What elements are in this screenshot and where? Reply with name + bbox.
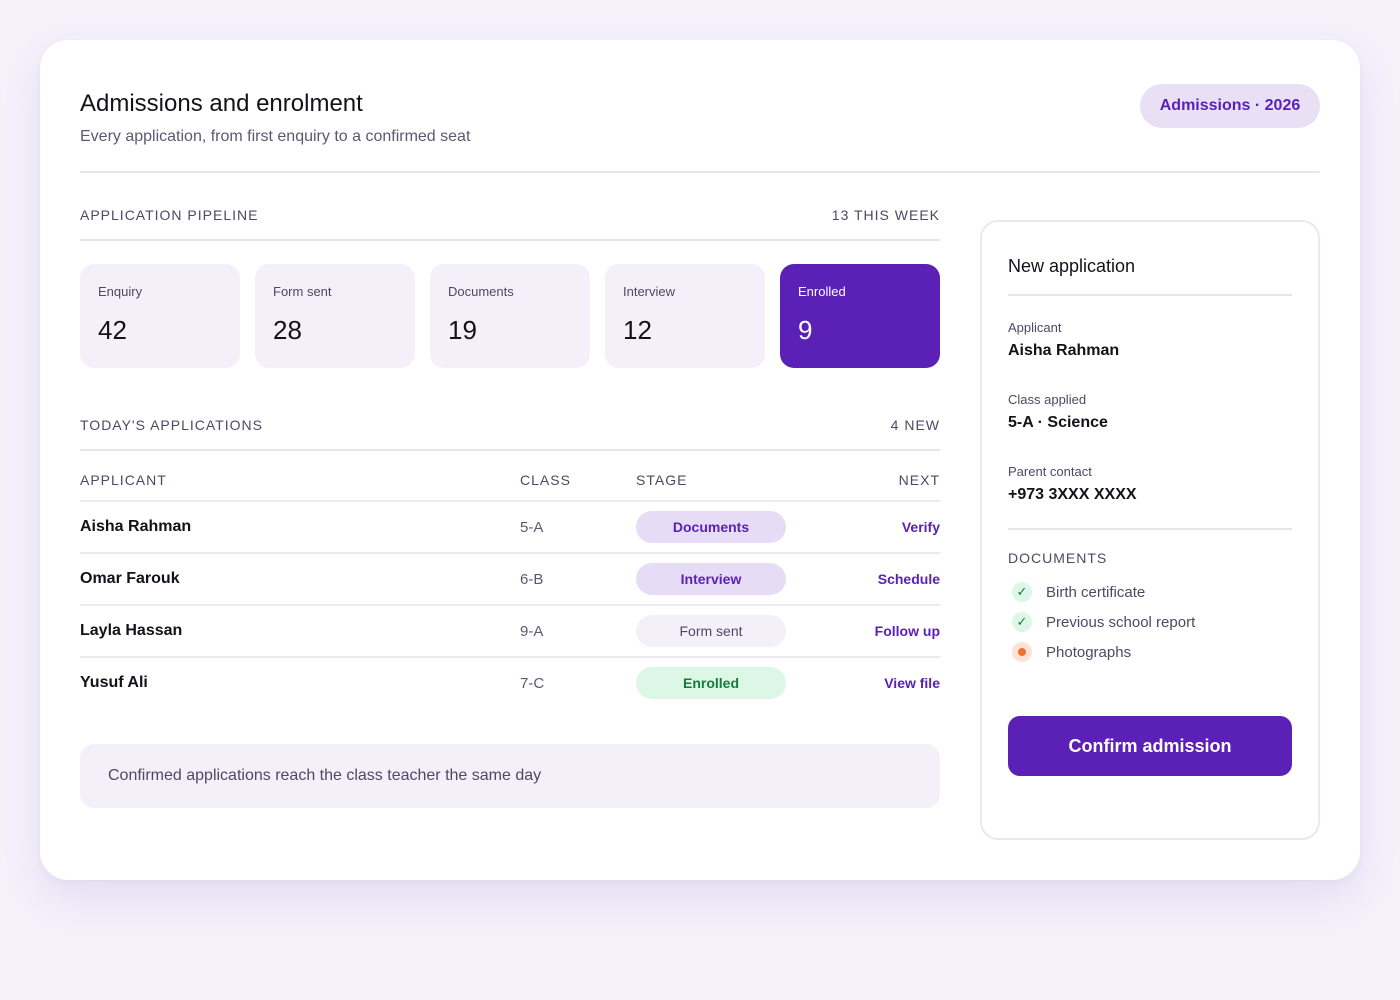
document-label: Birth certificate bbox=[1046, 583, 1146, 601]
stage-label: Form sent bbox=[273, 284, 332, 299]
today-header: TODAY'S APPLICATIONS 4 NEW bbox=[80, 415, 940, 435]
applicant-class: 6-B bbox=[520, 570, 544, 588]
next-action-link[interactable]: View file bbox=[884, 675, 940, 691]
column-header-applicant: APPLICANT bbox=[80, 472, 167, 488]
pending-dot-icon bbox=[1012, 642, 1032, 662]
stage-card-documents[interactable]: Documents 19 bbox=[430, 264, 590, 368]
stage-card-enrolled[interactable]: Enrolled 9 bbox=[780, 264, 940, 368]
next-action-link[interactable]: Schedule bbox=[877, 571, 940, 587]
stage-count: 19 bbox=[448, 315, 477, 345]
table-row[interactable]: Yusuf Ali 7-C Enrolled View file bbox=[80, 656, 940, 708]
pipeline-heading: APPLICATION PIPELINE bbox=[80, 207, 259, 223]
document-item: ✓ Previous school report bbox=[1012, 610, 1195, 634]
parent-contact-label: Parent contact bbox=[1008, 464, 1092, 479]
stage-label: Enrolled bbox=[798, 284, 846, 299]
stage-count: 42 bbox=[98, 315, 127, 345]
stage-pill: Interview bbox=[636, 563, 786, 595]
stage-label: Enquiry bbox=[98, 284, 143, 299]
stage-count: 28 bbox=[273, 315, 302, 345]
stage-cell: Enrolled bbox=[636, 658, 786, 708]
applicant-name: Yusuf Ali bbox=[80, 674, 148, 691]
table-row[interactable]: Layla Hassan 9-A Form sent Follow up bbox=[80, 604, 940, 656]
column-header-class: CLASS bbox=[520, 472, 571, 488]
parent-contact-value: +973 3XXX XXXX bbox=[1008, 486, 1137, 503]
applicant-name: Omar Farouk bbox=[80, 570, 180, 587]
stage-count: 9 bbox=[798, 315, 813, 345]
panel-title: New application bbox=[1008, 256, 1136, 276]
document-item: ✓ Birth certificate bbox=[1012, 580, 1145, 604]
pipeline-summary: 13 THIS WEEK bbox=[831, 207, 940, 223]
next-action-link[interactable]: Follow up bbox=[874, 623, 940, 639]
stage-pill: Enrolled bbox=[636, 667, 786, 699]
applications-table-header: APPLICANT CLASS STAGE NEXT bbox=[80, 472, 940, 502]
today-heading: TODAY'S APPLICATIONS bbox=[80, 417, 263, 433]
stage-card-enquiry[interactable]: Enquiry 42 bbox=[80, 264, 240, 368]
applicant-value: Aisha Rahman bbox=[1008, 342, 1120, 359]
stage-cell: Form sent bbox=[636, 606, 786, 656]
stage-pill: Documents bbox=[636, 511, 786, 543]
today-divider bbox=[80, 449, 940, 451]
document-label: Previous school report bbox=[1046, 613, 1196, 631]
stage-card-interview[interactable]: Interview 12 bbox=[605, 264, 765, 368]
page-subtitle: Every application, from first enquiry to… bbox=[80, 128, 471, 145]
applicant-name: Aisha Rahman bbox=[80, 518, 192, 535]
column-header-next: NEXT bbox=[898, 472, 940, 488]
document-label: Photographs bbox=[1046, 643, 1132, 661]
applicant-name: Layla Hassan bbox=[80, 622, 183, 639]
column-header-stage: STAGE bbox=[636, 472, 688, 488]
stage-cell: Interview bbox=[636, 554, 786, 604]
today-summary: 4 NEW bbox=[890, 417, 940, 433]
stage-pill: Form sent bbox=[636, 615, 786, 647]
confirm-admission-button[interactable]: Confirm admission bbox=[1008, 716, 1292, 776]
page-title: Admissions and enrolment bbox=[80, 90, 363, 117]
class-applied-value: 5-A · Science bbox=[1008, 414, 1108, 431]
class-applied-label: Class applied bbox=[1008, 392, 1087, 407]
header-divider bbox=[80, 171, 1320, 173]
check-icon: ✓ bbox=[1012, 612, 1032, 632]
applicant-class: 7-C bbox=[520, 674, 545, 692]
panel-divider bbox=[1008, 528, 1292, 530]
documents-heading: DOCUMENTS bbox=[1008, 550, 1108, 566]
stage-cell: Documents bbox=[636, 502, 786, 552]
admissions-card: Admissions and enrolment Every applicati… bbox=[40, 40, 1360, 880]
info-note: Confirmed applications reach the class t… bbox=[80, 744, 940, 808]
stage-label: Interview bbox=[623, 284, 676, 299]
applicant-label: Applicant bbox=[1008, 320, 1062, 335]
panel-divider bbox=[1008, 294, 1292, 296]
next-action-link[interactable]: Verify bbox=[901, 519, 940, 535]
document-item: Photographs bbox=[1012, 640, 1131, 664]
pipeline-divider bbox=[80, 239, 940, 241]
table-row[interactable]: Aisha Rahman 5-A Documents Verify bbox=[80, 500, 940, 552]
admissions-year-badge[interactable]: Admissions · 2026 bbox=[1140, 84, 1320, 128]
stage-card-form-sent[interactable]: Form sent 28 bbox=[255, 264, 415, 368]
pipeline-header: APPLICATION PIPELINE 13 THIS WEEK bbox=[80, 205, 940, 225]
stage-count: 12 bbox=[623, 315, 652, 345]
applicant-class: 9-A bbox=[520, 622, 544, 640]
new-application-panel: New application Applicant Aisha Rahman C… bbox=[980, 220, 1320, 840]
stage-label: Documents bbox=[448, 284, 514, 299]
applicant-class: 5-A bbox=[520, 518, 544, 536]
check-icon: ✓ bbox=[1012, 582, 1032, 602]
table-row[interactable]: Omar Farouk 6-B Interview Schedule bbox=[80, 552, 940, 604]
